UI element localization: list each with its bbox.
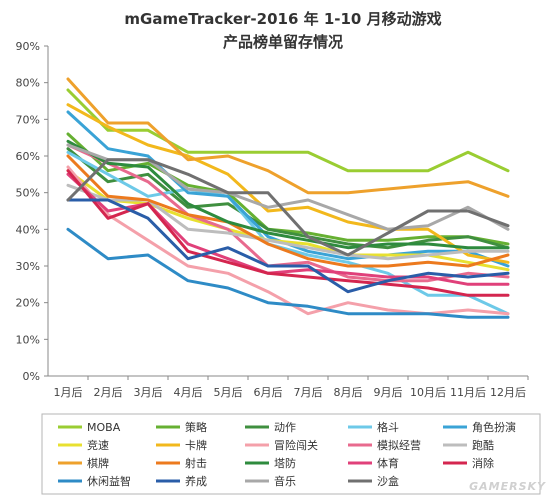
legend-label: 策略 [185, 420, 207, 434]
legend-frame [41, 413, 541, 495]
x-tick-label: 5月后 [214, 386, 243, 399]
series-line-10 [66, 77, 510, 198]
chart-title-line1: mGameTracker-2016 年 1-10 月移动游戏 [124, 10, 441, 28]
series-line-2 [66, 147, 510, 250]
legend-label: MOBA [87, 421, 121, 434]
y-tick-label: 50% [16, 187, 40, 200]
series-line-9 [66, 183, 510, 261]
series-line-1 [66, 132, 510, 246]
y-tick-label: 70% [16, 113, 40, 126]
legend-label: 沙盒 [377, 474, 399, 488]
legend-label: 角色扮演 [472, 420, 516, 434]
x-tick-label: 3月后 [134, 386, 163, 399]
y-tick-label: 10% [16, 333, 40, 346]
legend-label: 卡牌 [185, 438, 207, 452]
series-line-12 [66, 139, 510, 250]
legend-label: 塔防 [274, 456, 296, 470]
y-tick-label: 40% [16, 223, 40, 236]
y-tick-label: 60% [16, 150, 40, 163]
series-line-6 [66, 103, 510, 264]
x-tick-label: 6月后 [254, 386, 283, 399]
series-line-5 [66, 169, 510, 272]
legend-label: 动作 [274, 421, 296, 434]
legend-label: 休闲益智 [87, 474, 131, 488]
series-line-13 [66, 172, 510, 286]
y-tick-label: 30% [16, 260, 40, 273]
series-line-3 [66, 150, 510, 316]
series-line-0 [66, 88, 510, 173]
x-tick-label: 12月后 [490, 386, 526, 399]
x-tick-label: 2月后 [94, 386, 123, 399]
series-line-18 [66, 158, 510, 257]
series-line-11 [66, 154, 510, 268]
y-tick-label: 90% [16, 40, 40, 53]
legend-label: 棋牌 [87, 456, 109, 470]
y-tick-label: 80% [16, 77, 40, 90]
x-tick-label: 8月后 [334, 386, 363, 399]
x-tick-label: 4月后 [174, 386, 203, 399]
y-axis: 0% 10% 20% 30% 40% 50% 60% 70% 80% 90% [16, 40, 49, 383]
x-tick-label: 9月后 [374, 386, 403, 399]
x-tick-label: 10月后 [410, 386, 446, 399]
series-line-14 [66, 169, 510, 297]
legend-label: 音乐 [274, 474, 296, 488]
legend-label: 跑酷 [472, 438, 494, 452]
x-axis: 1月后 2月后 3月后 4月后 5月后 6月后 7月后 8月后 9月后 10月后 11月后 12月后 [48, 375, 529, 399]
x-tick-label: 11月后 [450, 386, 486, 399]
legend-label: 射击 [185, 456, 207, 470]
chart-title-line2: 产品榜单留存情况 [223, 33, 343, 51]
legend-label: 竞速 [87, 438, 109, 452]
series-line-15 [66, 227, 510, 319]
x-tick-label: 1月后 [54, 386, 83, 399]
series-line-16 [66, 198, 510, 294]
y-tick-label: 20% [16, 297, 40, 310]
legend-label: 模拟经营 [377, 438, 421, 452]
y-tick-label: 0% [23, 370, 40, 383]
x-tick-label: 7月后 [294, 386, 323, 399]
legend-label: 体育 [377, 456, 399, 470]
legend-label: 冒险闯关 [274, 438, 318, 452]
series-lines [66, 77, 510, 319]
legend-label: 格斗 [377, 420, 399, 434]
legend-label: 养成 [185, 474, 207, 488]
legend-label: 消除 [472, 456, 494, 470]
watermark: GAMERSKY [469, 480, 546, 493]
